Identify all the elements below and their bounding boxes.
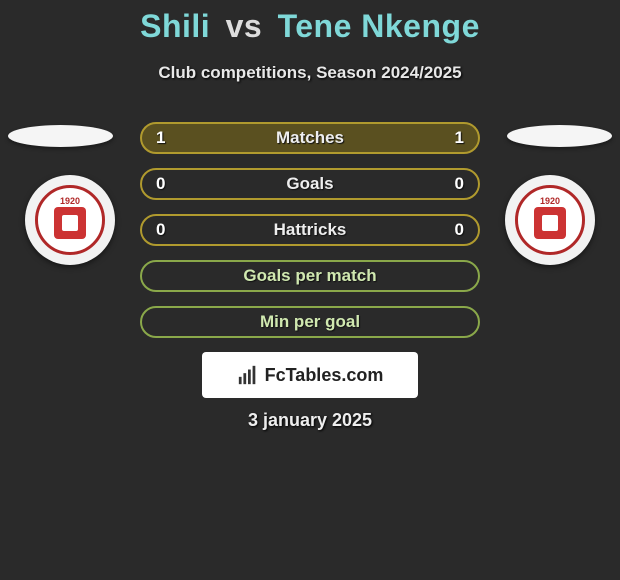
stat-label: Goals [286, 174, 333, 194]
stats-container: 1 Matches 1 0 Goals 0 0 Hattricks 0 Goal… [140, 122, 480, 352]
player1-ellipse [8, 125, 113, 147]
player1-club-badge: 1920 [25, 175, 115, 265]
stat-label: Min per goal [260, 312, 360, 332]
player2-club-badge: 1920 [505, 175, 595, 265]
stat-label: Matches [276, 128, 344, 148]
stat-right-value: 0 [455, 220, 464, 240]
vs-label: vs [226, 8, 263, 44]
stat-row-goals: 0 Goals 0 [140, 168, 480, 200]
stat-left-value: 0 [156, 174, 165, 194]
stat-right-value: 1 [455, 128, 464, 148]
stat-row-goals-per-match: Goals per match [140, 260, 480, 292]
date-label: 3 january 2025 [0, 410, 620, 431]
stat-right-value: 0 [455, 174, 464, 194]
stat-label: Goals per match [243, 266, 376, 286]
stat-row-matches: 1 Matches 1 [140, 122, 480, 154]
badge-inner: 1920 [515, 185, 585, 255]
player2-ellipse [507, 125, 612, 147]
stat-label: Hattricks [274, 220, 347, 240]
badge-flag-icon [54, 207, 86, 239]
badge-year: 1920 [540, 196, 560, 206]
fctables-logo: FcTables.com [202, 352, 418, 398]
player1-name: Shili [140, 8, 210, 44]
logo-text: FcTables.com [265, 365, 384, 386]
stat-left-value: 1 [156, 128, 165, 148]
subtitle: Club competitions, Season 2024/2025 [0, 63, 620, 83]
badge-flag-icon [534, 207, 566, 239]
stat-row-min-per-goal: Min per goal [140, 306, 480, 338]
player2-name: Tene Nkenge [278, 8, 480, 44]
stat-left-value: 0 [156, 220, 165, 240]
page-title: Shili vs Tene Nkenge [0, 0, 620, 45]
badge-inner: 1920 [35, 185, 105, 255]
stat-row-hattricks: 0 Hattricks 0 [140, 214, 480, 246]
badge-year: 1920 [60, 196, 80, 206]
bar-chart-icon [237, 364, 259, 386]
